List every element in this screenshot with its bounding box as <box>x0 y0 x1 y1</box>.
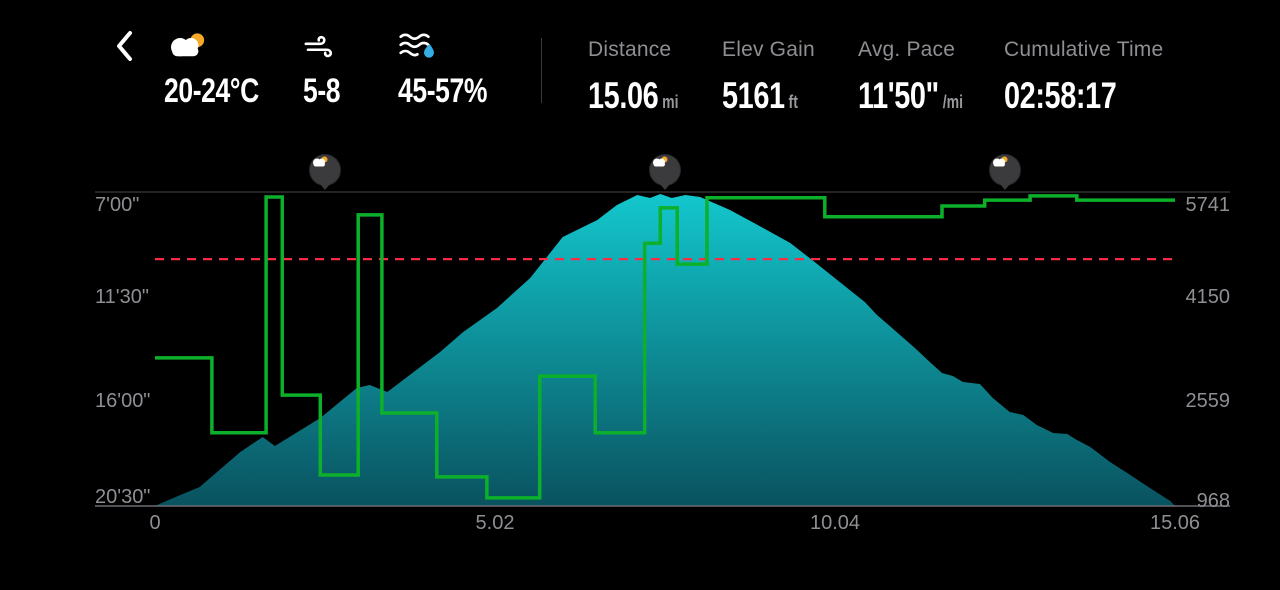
temperature-range: 20-24°C <box>164 72 259 110</box>
weather-humidity: 45-57% <box>398 24 512 111</box>
distance-axis-tick: 15.06 <box>1149 512 1201 534</box>
stat-avg-pace: Avg. Pace 11'50" /mi <box>858 38 993 117</box>
weather-wind: 5-8 <box>303 24 351 111</box>
pace-axis-tick: 7'00" <box>95 194 140 216</box>
partly-cloudy-icon <box>164 24 286 68</box>
stat-unit: mi <box>662 92 679 112</box>
partly-cloudy-icon <box>313 156 328 167</box>
wind-range: 5-8 <box>303 72 341 110</box>
elevation-area <box>155 194 1175 506</box>
stat-elev-gain: Elev Gain 5161 ft <box>722 38 819 117</box>
stat-distance: Distance 15.06 mi <box>588 38 704 117</box>
pace-axis-tick: 11'30" <box>95 285 149 308</box>
distance-axis-tick: 10.04 <box>809 512 861 534</box>
stat-value: 02:58:17 <box>1004 75 1117 116</box>
stat-label: Cumulative Time <box>1004 38 1164 61</box>
weather-pin <box>650 155 680 190</box>
wind-icon <box>303 24 351 68</box>
stat-unit: ft <box>788 92 798 112</box>
pace-line <box>155 194 1175 500</box>
stat-label: Distance <box>588 38 672 61</box>
partly-cloudy-icon <box>653 156 668 167</box>
elevation-axis-tick: 4150 <box>1185 285 1231 308</box>
distance-axis-tick: 5.02 <box>475 512 515 534</box>
back-button[interactable] <box>108 26 142 66</box>
stat-label: Elev Gain <box>722 38 815 61</box>
header-divider <box>541 38 542 103</box>
elevation-axis-tick: 2559 <box>1185 390 1231 413</box>
humidity-icon <box>398 24 512 68</box>
partly-cloudy-icon <box>993 156 1008 167</box>
weather-pin <box>990 155 1020 190</box>
stat-value: 15.06 <box>588 75 659 116</box>
stat-unit: /mi <box>942 92 964 112</box>
elevation-axis-tick: 5741 <box>1185 194 1231 216</box>
weather-temperature: 20-24°C <box>164 24 286 111</box>
stat-value: 5161 <box>722 75 785 116</box>
stat-value: 11'50" <box>858 75 939 116</box>
pace-axis-tick: 16'00" <box>95 390 151 413</box>
back-chevron-icon <box>117 31 132 61</box>
distance-axis-tick: 0 <box>149 512 161 534</box>
elevation-axis-tick: 968 <box>1196 490 1230 512</box>
stat-label: Avg. Pace <box>858 38 956 61</box>
humidity-range: 45-57% <box>398 72 488 110</box>
weather-pin <box>310 155 340 190</box>
stat-cumulative-time: Cumulative Time 02:58:17 <box>1004 38 1163 117</box>
pace-axis-tick: 20'30" <box>95 486 151 508</box>
